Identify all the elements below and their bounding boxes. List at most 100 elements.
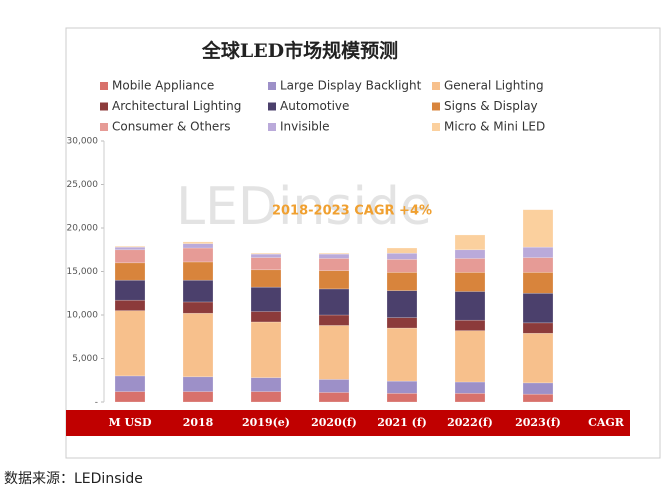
bar-segment bbox=[522, 382, 554, 395]
y-tick-label: - bbox=[95, 398, 98, 408]
x-tick-label: M USD bbox=[108, 416, 152, 429]
bar-segment bbox=[454, 272, 486, 292]
bar-segment bbox=[318, 392, 350, 403]
y-tick-label: 30,000 bbox=[67, 137, 99, 147]
bar-segment bbox=[182, 301, 214, 314]
legend-swatch bbox=[100, 82, 108, 90]
bar-segment bbox=[318, 288, 350, 316]
bar-segment bbox=[114, 299, 146, 311]
legend-label: Automotive bbox=[280, 99, 349, 113]
bar-segment bbox=[318, 252, 350, 255]
bar-segment bbox=[250, 269, 282, 288]
bar-segment bbox=[454, 234, 486, 251]
bar-segment bbox=[182, 247, 214, 263]
bar-segment bbox=[454, 381, 486, 394]
bar-segment bbox=[454, 392, 486, 403]
bar-segment bbox=[386, 252, 418, 260]
bar-segment bbox=[522, 257, 554, 273]
bar-segment bbox=[386, 290, 418, 318]
bar-segment bbox=[386, 380, 418, 394]
legend-swatch bbox=[432, 82, 440, 90]
bar-segment bbox=[250, 253, 282, 258]
bar-segment bbox=[522, 393, 554, 403]
bar-segment bbox=[250, 286, 282, 312]
x-tick-label: 2021 (f) bbox=[377, 416, 427, 429]
bar-segment bbox=[318, 253, 350, 259]
legend-swatch bbox=[432, 123, 440, 131]
bar-segment bbox=[114, 246, 146, 251]
bar-segment bbox=[318, 270, 350, 290]
legend-swatch bbox=[100, 102, 108, 111]
x-tick-label: 2020(f) bbox=[311, 416, 357, 429]
legend-label: Architectural Lighting bbox=[112, 99, 241, 113]
bar-segment bbox=[250, 321, 282, 378]
bar-segment bbox=[250, 391, 282, 403]
x-tick-label: CAGR bbox=[588, 416, 625, 429]
y-tick-label: 10,000 bbox=[67, 311, 99, 321]
bar-segment bbox=[114, 279, 146, 301]
y-tick-label: 5,000 bbox=[72, 354, 98, 364]
y-tick-label: 20,000 bbox=[67, 224, 99, 234]
bar-segment bbox=[522, 292, 554, 324]
watermark: LEDinside bbox=[176, 177, 432, 237]
bar-segment bbox=[522, 272, 554, 294]
bar-segment bbox=[318, 258, 350, 271]
bar-segment bbox=[114, 262, 146, 281]
annotation: 2018-2023 CAGR +4% bbox=[272, 204, 432, 219]
bar-segment bbox=[250, 311, 282, 323]
y-tick-label: 15,000 bbox=[67, 267, 99, 277]
x-tick-label: 2023(f) bbox=[515, 416, 561, 429]
bar-segment bbox=[182, 261, 214, 281]
bar-segment bbox=[454, 249, 486, 259]
chart-frame bbox=[65, 27, 661, 459]
y-tick-label: 25,000 bbox=[67, 180, 99, 190]
bar-segment bbox=[454, 258, 486, 273]
bar-segment bbox=[250, 377, 282, 392]
bar-segment bbox=[386, 392, 418, 403]
bar-segment bbox=[386, 259, 418, 273]
bar-segment bbox=[114, 310, 146, 377]
bar-segment bbox=[454, 291, 486, 321]
legend-swatch bbox=[100, 123, 108, 131]
chart-title: 全球LED市场规模预测 bbox=[201, 39, 398, 62]
bar-segment bbox=[114, 391, 146, 403]
bar-segment bbox=[386, 247, 418, 254]
bar-segment bbox=[250, 257, 282, 271]
bar-segment bbox=[182, 312, 214, 378]
bar-segment bbox=[386, 327, 418, 382]
bar-segment bbox=[522, 209, 554, 248]
bar-segment bbox=[182, 241, 214, 244]
legend-swatch bbox=[268, 102, 276, 111]
bar-segment bbox=[114, 375, 146, 392]
bar-segment bbox=[454, 330, 486, 383]
bar-segment bbox=[386, 272, 418, 291]
bar-segment bbox=[454, 319, 486, 331]
bar-segment bbox=[318, 379, 350, 393]
bar-segment bbox=[522, 322, 554, 334]
legend-label: General Lighting bbox=[444, 79, 544, 93]
legend-label: Mobile Appliance bbox=[112, 79, 214, 93]
legend-label: Invisible bbox=[280, 120, 330, 134]
x-tick-label: 2019(e) bbox=[242, 416, 290, 429]
legend-swatch bbox=[432, 102, 440, 111]
legend-label: Micro & Mini LED bbox=[444, 120, 545, 134]
legend-label: Large Display Backlight bbox=[280, 79, 422, 93]
x-tick-label: 2018 bbox=[183, 416, 214, 429]
legend-swatch bbox=[268, 82, 276, 90]
bar-segment bbox=[386, 317, 418, 329]
bar-segment bbox=[182, 376, 214, 392]
bar-segment bbox=[182, 391, 214, 403]
category-band bbox=[66, 410, 630, 436]
x-tick-label: 2022(f) bbox=[447, 416, 493, 429]
bar-segment bbox=[114, 245, 146, 248]
bar-segment bbox=[114, 249, 146, 264]
source: 数据来源：LEDinside bbox=[4, 471, 143, 487]
legend-label: Signs & Display bbox=[444, 99, 538, 113]
bar-segment bbox=[250, 252, 282, 255]
bar-segment bbox=[182, 279, 214, 303]
bar-segment bbox=[318, 314, 350, 326]
bar-segment bbox=[522, 332, 554, 384]
bar-segment bbox=[522, 246, 554, 258]
